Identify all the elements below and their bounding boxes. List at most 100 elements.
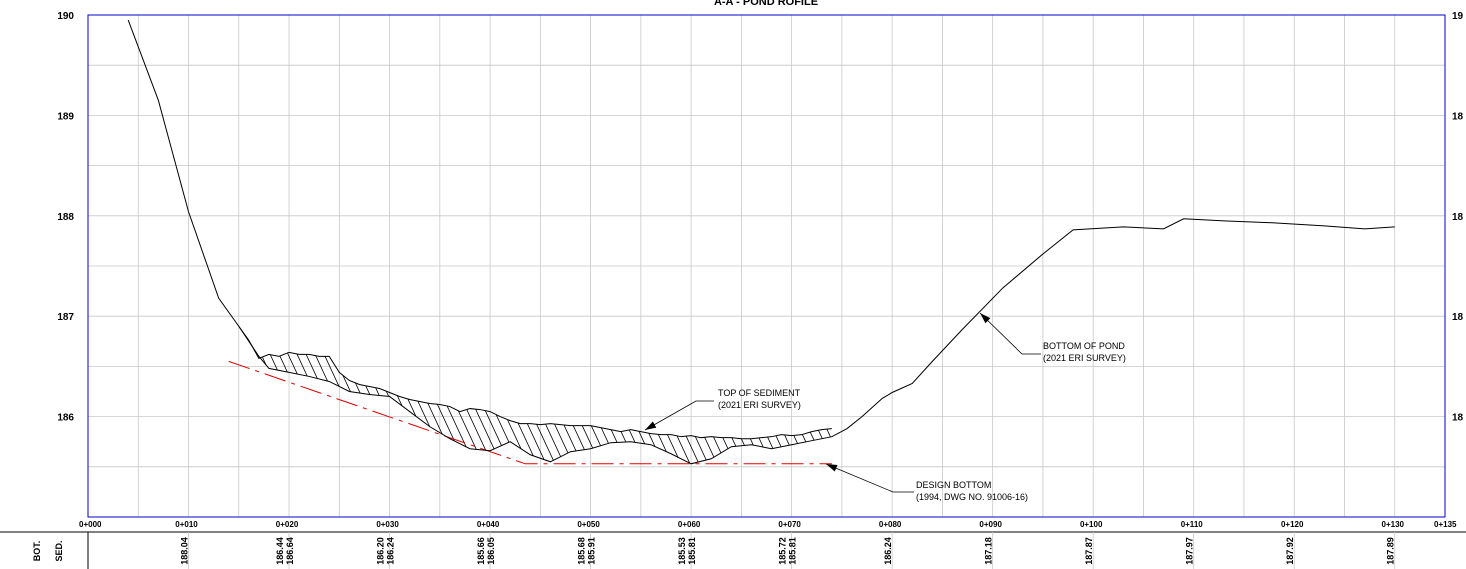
- station-label: 0+050: [577, 520, 600, 529]
- table-bot-value: 185.68: [577, 537, 587, 565]
- hatch-line: [238, 326, 299, 464]
- hatch-line: [614, 326, 686, 464]
- top-of-sediment-note-leader: [644, 400, 714, 431]
- top-of-sediment-note-arrow: [645, 421, 657, 430]
- design-bottom-note-text: (1994, DWG NO. 91006-16): [916, 492, 1028, 502]
- table-bot-value: 185.66: [476, 537, 486, 565]
- table-row-label: SED.: [54, 540, 64, 561]
- station-label: 0+120: [1281, 520, 1304, 529]
- grid: [88, 15, 1445, 517]
- hatch-line: [263, 326, 335, 464]
- hatch-line: [803, 326, 832, 464]
- top-of-sediment-note-text: TOP OF SEDIMENT: [718, 388, 801, 398]
- hatch-line: [238, 326, 272, 464]
- bottom-of-pond-note-text: (2021 ERI SURVEY): [1043, 353, 1126, 363]
- hatch-line: [238, 326, 290, 464]
- hatch-line: [641, 326, 713, 464]
- table-bot-value: 187.89: [1386, 537, 1396, 565]
- hatch-line: [245, 326, 317, 464]
- hatch-line: [238, 326, 254, 464]
- hatch-line: [238, 326, 281, 464]
- hatch-line: [147, 321, 217, 472]
- station-label: 0+020: [276, 520, 299, 529]
- table-sed-value: 185.91: [587, 537, 597, 565]
- table-row-label: BOT.: [32, 541, 42, 562]
- profile-lines: [127, 19, 1395, 465]
- hatch-line: [830, 326, 832, 464]
- station-label: 0+080: [879, 520, 902, 529]
- hatch-line: [452, 326, 524, 464]
- table-sed-value: 185.81: [788, 537, 798, 565]
- y-tick-label-left: 189: [57, 111, 74, 122]
- hatch-line: [371, 326, 443, 464]
- hatch-line: [515, 326, 587, 464]
- table-sed-value: 186.64: [285, 537, 295, 565]
- hatch-line: [238, 326, 308, 464]
- station-label: 0+040: [477, 520, 500, 529]
- y-tick-label-right: 19: [1452, 11, 1464, 22]
- bottom-of-pond-note-arrow: [980, 313, 991, 324]
- bottom-of-pond-note-text: BOTTOM OF POND: [1043, 341, 1125, 351]
- table-bot-value: 186.20: [376, 537, 386, 565]
- table-bot-value: 186.24: [883, 537, 893, 565]
- hatch-line: [362, 326, 434, 464]
- hatch-line: [380, 326, 452, 464]
- hatch-line: [398, 326, 470, 464]
- hatch-line: [317, 326, 389, 464]
- hatch-line: [290, 326, 362, 464]
- plot-border: [87, 14, 1446, 518]
- station-label: 0+060: [678, 520, 701, 529]
- hatch-line: [165, 321, 235, 472]
- station-label: 0+100: [1080, 520, 1103, 529]
- hatch-line: [254, 326, 326, 464]
- hatch-line: [497, 326, 569, 464]
- hatch-line: [506, 326, 578, 464]
- hatch-line: [156, 321, 226, 472]
- station-label: 0+130: [1382, 520, 1405, 529]
- station-label: 0+135: [1434, 520, 1457, 529]
- hatch-line: [821, 326, 832, 464]
- sediment-top-line: [238, 325, 832, 440]
- hatch-line: [812, 326, 832, 464]
- y-tick-label-left: 188: [57, 212, 74, 223]
- hatch-line: [596, 326, 668, 464]
- hatch-line: [308, 326, 380, 464]
- y-tick-label-left: 186: [57, 413, 74, 424]
- table-bot-value: 187.87: [1084, 537, 1094, 565]
- table-sed-value: 186.05: [486, 537, 496, 565]
- station-label: 0+000: [79, 520, 102, 529]
- design-bottom-note-leader: [825, 463, 914, 493]
- hatch-line: [569, 326, 641, 464]
- hatch-line: [272, 326, 344, 464]
- hatch-line: [335, 326, 407, 464]
- hatch-line: [533, 326, 605, 464]
- sediment-hatch: [138, 321, 928, 472]
- drawing-title: A-A - POND ROFILE: [714, 0, 818, 8]
- table-sed-value: 186.24: [386, 537, 396, 565]
- hatch-line: [840, 321, 910, 472]
- hatch-line: [299, 326, 371, 464]
- top-of-sediment-note-text: (2021 ERI SURVEY): [718, 400, 801, 410]
- hatch-line: [407, 326, 479, 464]
- table-bot-value: 187.18: [984, 537, 994, 565]
- table-bot-value: 185.53: [677, 537, 687, 565]
- hatch-line: [623, 326, 695, 464]
- hatch-line: [560, 326, 632, 464]
- station-label: 0+070: [778, 520, 801, 529]
- station-label: 0+110: [1181, 520, 1204, 529]
- y-tick-label-right: 18: [1452, 111, 1464, 122]
- hatch-line: [238, 326, 245, 464]
- hatch-line: [470, 326, 542, 464]
- hatch-line: [632, 326, 704, 464]
- table-bot-value: 185.72: [778, 537, 788, 565]
- hatch-line: [858, 321, 928, 472]
- station-label: 0+010: [175, 520, 198, 529]
- y-tick-label-right: 18: [1452, 212, 1464, 223]
- hatch-line: [138, 321, 208, 472]
- station-label: 0+090: [979, 520, 1002, 529]
- hatch-line: [488, 326, 560, 464]
- hatch-line: [587, 326, 659, 464]
- hatch-line: [849, 321, 919, 472]
- plot-frame: [87, 14, 1446, 518]
